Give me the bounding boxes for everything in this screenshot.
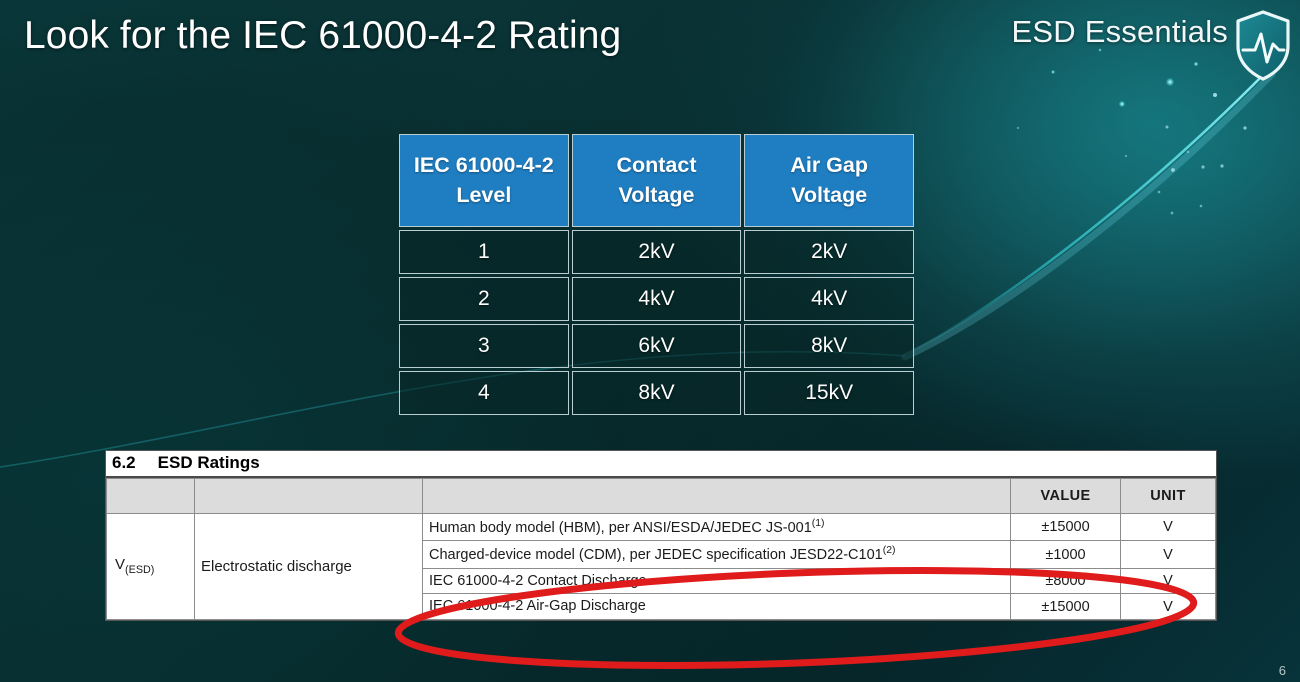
cell-condition: Charged-device model (CDM), per JEDEC sp… xyxy=(422,540,1011,569)
column-header-condition xyxy=(422,478,1011,514)
footnote-marker: (1) xyxy=(811,518,825,529)
table-header-row: IEC 61000-4-2 Level Contact Voltage Air … xyxy=(399,134,914,227)
cell-level: 2 xyxy=(399,277,569,321)
cell-air-gap: 2kV xyxy=(744,230,914,274)
section-title: ESD Ratings xyxy=(157,453,260,472)
cell-contact: 6kV xyxy=(571,324,742,368)
cell-level: 1 xyxy=(399,230,569,274)
brand-name: ESD Essentials xyxy=(1011,14,1228,49)
cell-contact: 8kV xyxy=(571,371,742,415)
cell-condition: Human body model (HBM), per ANSI/ESDA/JE… xyxy=(422,512,1011,542)
symbol-subscript: (ESD) xyxy=(125,564,155,577)
datasheet-section-heading: 6.2 ESD Ratings xyxy=(106,451,1216,478)
cell-unit: V xyxy=(1120,567,1216,595)
cell-value: ±1000 xyxy=(1010,540,1121,569)
table-row: 2 4kV 4kV xyxy=(399,277,914,321)
column-header-unit: UNIT xyxy=(1120,478,1216,514)
footnote-marker: (2) xyxy=(882,545,896,557)
cell-condition: IEC 61000-4-2 Air-Gap Discharge xyxy=(422,593,1011,620)
iec-level-table: IEC 61000-4-2 Level Contact Voltage Air … xyxy=(396,131,917,418)
cell-level: 4 xyxy=(399,371,569,415)
cell-symbol: V(ESD) xyxy=(106,513,195,620)
datasheet-row: V(ESD) Electrostatic discharge Human bod… xyxy=(106,512,1216,620)
datasheet-excerpt: 6.2 ESD Ratings VALUE UNIT V(ESD) xyxy=(105,450,1217,621)
datasheet-header-row: VALUE UNIT xyxy=(106,478,1216,514)
column-header-contact-voltage: Contact Voltage xyxy=(571,134,742,227)
cell-level: 3 xyxy=(399,324,569,368)
cell-value: ±15000 xyxy=(1010,593,1121,620)
page-title: Look for the IEC 61000-4-2 Rating xyxy=(24,14,622,57)
cell-air-gap: 4kV xyxy=(744,277,914,321)
datasheet-row: Charged-device model (CDM), per JEDEC sp… xyxy=(107,540,1216,569)
brand: ESD Essentials xyxy=(1012,10,1292,82)
cell-condition: IEC 61000-4-2 Contact Discharge xyxy=(422,567,1011,595)
section-number: 6.2 xyxy=(112,453,136,472)
column-header-parameter xyxy=(194,478,423,514)
table-row: 3 6kV 8kV xyxy=(399,324,914,368)
table-row: 4 8kV 15kV xyxy=(399,371,914,415)
column-header-symbol xyxy=(106,478,195,514)
cell-air-gap: 15kV xyxy=(744,371,914,415)
column-header-level: IEC 61000-4-2 Level xyxy=(399,134,569,227)
column-header-value: VALUE xyxy=(1010,478,1121,514)
page-number: 6 xyxy=(1278,663,1286,678)
cell-contact: 2kV xyxy=(571,230,742,274)
shield-pulse-icon xyxy=(1236,10,1290,81)
column-header-air-gap-voltage: Air Gap Voltage xyxy=(744,134,914,227)
cell-parameter: Electrostatic discharge xyxy=(194,513,423,620)
cell-unit: V xyxy=(1120,512,1216,542)
cell-value: ±8000 xyxy=(1010,567,1121,595)
table-row: 1 2kV 2kV xyxy=(399,230,914,274)
cell-unit: V xyxy=(1120,593,1216,620)
cell-air-gap: 8kV xyxy=(744,324,914,368)
cell-value: ±15000 xyxy=(1010,512,1121,542)
cell-contact: 4kV xyxy=(571,277,742,321)
cell-unit: V xyxy=(1120,540,1216,569)
esd-ratings-table: VALUE UNIT V(ESD) Electrostatic discharg… xyxy=(106,478,1216,620)
